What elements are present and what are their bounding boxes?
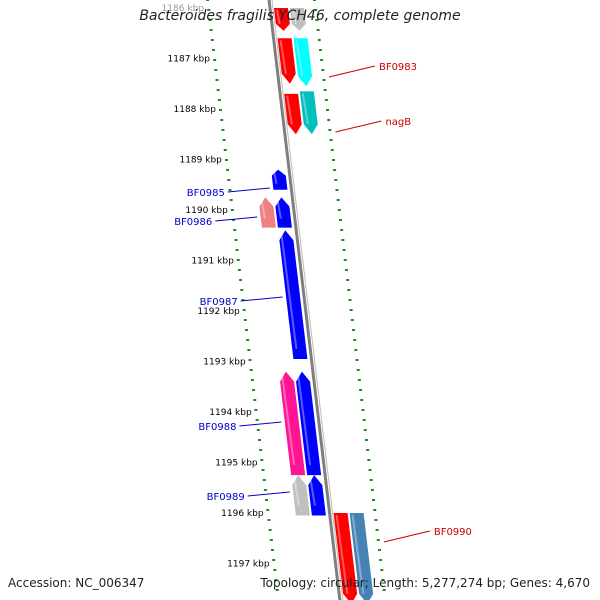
gene-highlight — [273, 171, 278, 184]
gene-arrow-nagB[interactable] — [299, 91, 318, 135]
gene-arrow-top-red[interactable] — [274, 8, 290, 31]
gene-label-BF0989[interactable]: BF0989 — [207, 492, 245, 503]
gene-highlight — [301, 93, 309, 125]
gene-arrow-BF0983[interactable] — [293, 38, 313, 87]
ruler-label: 1196 kbp — [221, 509, 264, 519]
ruler-label: 1188 kbp — [174, 105, 217, 115]
ruler-label: 1193 kbp — [203, 358, 246, 368]
gene-highlight — [335, 514, 349, 595]
backbone-shadow — [271, 0, 344, 600]
map-title: Bacteroides fragilis YCH46, complete gen… — [139, 8, 461, 24]
backbone-line — [267, 0, 342, 600]
gene-arrow-BF0985[interactable] — [271, 169, 288, 190]
ruler-label: 1189 kbp — [179, 156, 222, 166]
gene-arrow-BF0986[interactable] — [259, 197, 276, 228]
gene-leader-line — [227, 187, 270, 193]
gene-highlight — [296, 373, 312, 466]
gene-leader-line — [215, 216, 258, 222]
gene-arrow-BF0988[interactable] — [280, 371, 306, 476]
gene-label-BF0985[interactable]: BF0985 — [187, 188, 225, 199]
ruler-label: 1187 kbp — [168, 55, 211, 65]
gene-label-BF0983[interactable]: BF0983 — [379, 62, 417, 73]
gene-highlight — [279, 40, 287, 74]
gene-leader-line — [328, 65, 376, 78]
gene-leader-line — [247, 491, 290, 497]
gene-label-nagB[interactable]: nagB — [385, 117, 411, 128]
ruler-label: 1197 kbp — [227, 560, 270, 570]
gene-highlight — [276, 199, 282, 219]
accession-label: Accession: NC_006347 — [8, 576, 145, 590]
gene-arrow-red-6[interactable] — [333, 513, 358, 600]
gene-highlight — [276, 9, 281, 25]
gene-highlight — [293, 476, 300, 506]
tick-tracks — [206, 0, 386, 591]
gene-highlight — [295, 40, 304, 77]
gene-label-BF0987[interactable]: BF0987 — [200, 297, 238, 308]
gene-arrow-blue-5[interactable] — [308, 475, 326, 516]
gene-arrow-red-3[interactable] — [284, 93, 302, 135]
gene-highlight — [309, 476, 316, 506]
gene-arrow-BF0989[interactable] — [292, 475, 310, 516]
genome-summary: Topology: circular; Length: 5,277,274 bp… — [260, 576, 590, 590]
gene-highlight — [260, 199, 266, 219]
gene-label-BF0988[interactable]: BF0988 — [198, 422, 236, 433]
gene-label-BF0990[interactable]: BF0990 — [434, 527, 472, 538]
ruler-label: 1186 kbp — [162, 4, 205, 14]
gene-leader-line — [383, 530, 430, 543]
ruler-label: 1192 kbp — [197, 307, 240, 317]
ruler-label: 1190 kbp — [185, 206, 228, 216]
gene-leader-line — [239, 421, 282, 427]
ruler-label: 1191 kbp — [191, 257, 234, 267]
gene-highlight — [292, 9, 297, 25]
gene-highlight — [351, 514, 365, 595]
gene-arrow-blue-2[interactable] — [275, 197, 292, 228]
ruler-label: 1195 kbp — [215, 459, 258, 469]
ruler-label: 1194 kbp — [209, 408, 252, 418]
gene-arrow-blue-4[interactable] — [296, 371, 322, 476]
gene-arrow-BF0990[interactable] — [349, 513, 374, 600]
gene-highlight — [280, 232, 298, 350]
gene-label-BF0986[interactable]: BF0986 — [174, 217, 212, 228]
gene-leader-line — [240, 296, 283, 302]
gene-arrow-top-grey[interactable] — [290, 8, 306, 31]
gene-highlight — [286, 95, 293, 125]
gene-highlight — [280, 373, 296, 466]
gene-leader-line — [335, 120, 382, 133]
gene-arrow-red-2[interactable] — [277, 38, 296, 84]
gene-arrow-BF0987[interactable] — [279, 230, 308, 359]
